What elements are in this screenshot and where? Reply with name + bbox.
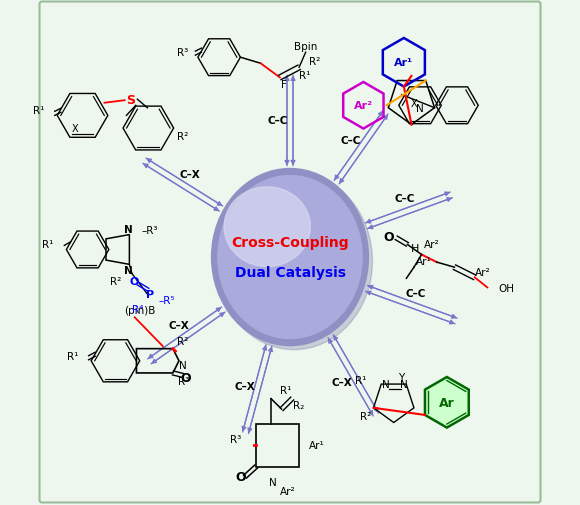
Text: O: O — [383, 231, 394, 244]
Text: N: N — [382, 379, 390, 389]
Text: N: N — [124, 224, 133, 234]
Text: C–X: C–X — [169, 321, 190, 330]
Text: Cross-Coupling: Cross-Coupling — [231, 235, 349, 249]
Text: Bpin: Bpin — [294, 41, 317, 52]
Text: H: H — [411, 243, 420, 254]
Text: C–C: C–C — [267, 116, 288, 126]
Text: N: N — [124, 266, 133, 276]
Text: O: O — [130, 277, 139, 286]
Ellipse shape — [224, 187, 310, 267]
Text: N: N — [416, 104, 424, 114]
Text: Ar¹: Ar¹ — [394, 58, 414, 68]
Text: R³: R³ — [179, 376, 190, 386]
Text: N: N — [179, 360, 187, 370]
Text: R¹: R¹ — [299, 71, 311, 81]
Text: R₂: R₂ — [293, 400, 304, 410]
Ellipse shape — [216, 173, 372, 350]
Polygon shape — [425, 377, 469, 428]
Text: R¹: R¹ — [67, 351, 78, 361]
Text: F: F — [281, 79, 287, 89]
Text: Ar: Ar — [439, 396, 455, 409]
Text: Y: Y — [398, 372, 404, 382]
Text: R¹: R¹ — [354, 375, 366, 385]
Text: O: O — [180, 372, 191, 385]
Text: C–X: C–X — [332, 377, 353, 387]
Text: S: S — [126, 93, 135, 107]
Text: (pin)B: (pin)B — [125, 306, 156, 316]
Text: C–X: C–X — [235, 381, 255, 391]
Text: X: X — [411, 98, 417, 109]
Ellipse shape — [212, 169, 368, 346]
Text: C–C: C–C — [405, 288, 426, 298]
Text: R³: R³ — [176, 48, 188, 58]
Text: N: N — [269, 477, 277, 487]
Text: R²: R² — [177, 131, 189, 141]
Text: OH: OH — [498, 284, 514, 294]
Ellipse shape — [218, 176, 362, 339]
Text: Ar²: Ar² — [474, 268, 490, 278]
Text: Ar²: Ar² — [354, 101, 373, 111]
Text: C–C: C–C — [394, 194, 415, 204]
Text: C–C: C–C — [340, 136, 361, 145]
FancyBboxPatch shape — [39, 3, 541, 502]
Text: R²: R² — [110, 277, 121, 286]
Text: Dual Catalysis: Dual Catalysis — [234, 266, 346, 280]
Text: –R⁵: –R⁵ — [158, 295, 175, 305]
Text: P: P — [146, 289, 154, 299]
Text: N: N — [400, 379, 408, 389]
Text: O: O — [235, 470, 246, 483]
Text: X: X — [72, 124, 78, 134]
Text: R¹: R¹ — [42, 240, 54, 250]
Text: Ar¹: Ar¹ — [309, 440, 324, 450]
Text: R¹: R¹ — [280, 385, 292, 395]
Text: Ar²: Ar² — [424, 240, 440, 250]
Text: R²: R² — [177, 336, 188, 346]
Text: –R³: –R³ — [142, 225, 158, 235]
Text: C–X: C–X — [179, 170, 200, 180]
Text: R²: R² — [309, 57, 320, 67]
Text: R²: R² — [360, 412, 371, 422]
Text: R¹: R¹ — [33, 106, 45, 116]
Text: R³: R³ — [230, 434, 241, 444]
Text: R⁴: R⁴ — [132, 305, 144, 314]
Text: Ar²: Ar² — [280, 486, 296, 496]
Text: Ar¹: Ar¹ — [416, 257, 432, 267]
